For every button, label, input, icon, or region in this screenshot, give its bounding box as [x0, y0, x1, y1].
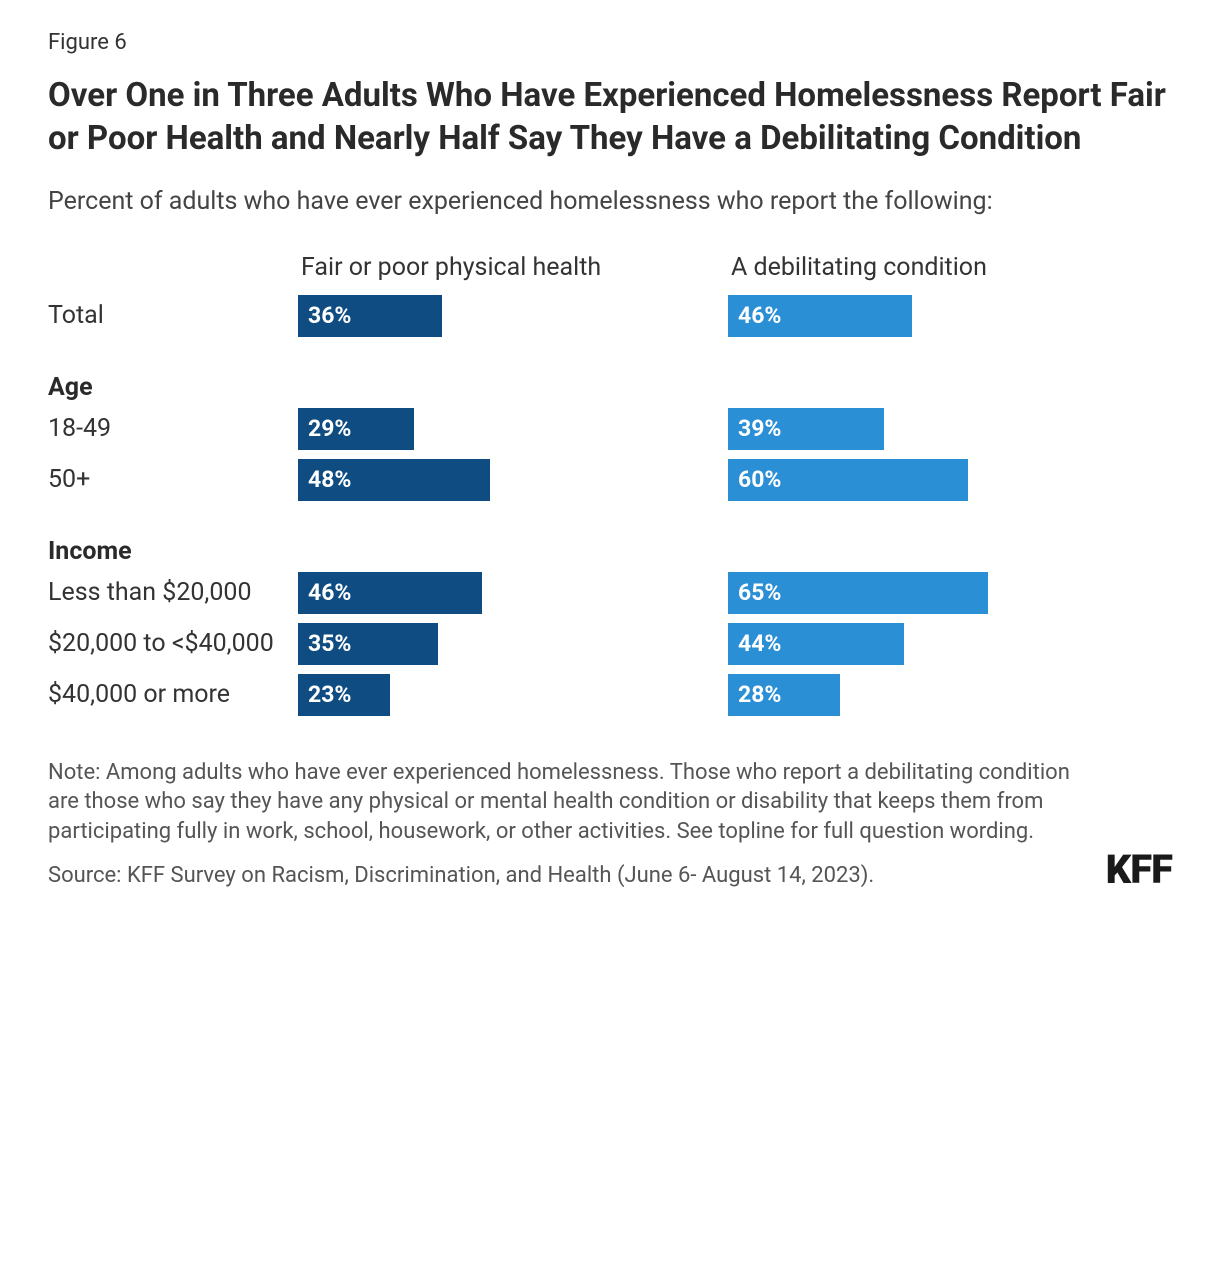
bar-cell: 48%	[298, 459, 728, 501]
source-line: Source: KFF Survey on Racism, Discrimina…	[48, 861, 1082, 891]
bar: 46%	[728, 295, 912, 337]
figure-container: Figure 6 Over One in Three Adults Who Ha…	[0, 0, 1220, 920]
row-label: 18-49	[48, 414, 298, 444]
bar: 28%	[728, 674, 840, 716]
column-header: A debilitating condition	[728, 253, 1158, 295]
bar: 65%	[728, 572, 988, 614]
bar-value-label: 44%	[738, 630, 781, 657]
figure-label: Figure 6	[48, 30, 1172, 55]
row-label: 50+	[48, 465, 298, 495]
row-label: Less than $20,000	[48, 578, 298, 608]
bar: 39%	[728, 408, 884, 450]
bar-value-label: 23%	[308, 681, 351, 708]
bar: 36%	[298, 295, 442, 337]
bar: 48%	[298, 459, 490, 501]
bar: 44%	[728, 623, 904, 665]
bar-value-label: 65%	[738, 579, 781, 606]
bar-cell: 60%	[728, 459, 1158, 501]
bar-cell: 23%	[298, 674, 728, 716]
chart-title: Over One in Three Adults Who Have Experi…	[48, 75, 1172, 161]
row-spacer	[48, 665, 1158, 674]
column-header: Fair or poor physical health	[298, 253, 728, 295]
footnote: Note: Among adults who have ever experie…	[48, 758, 1082, 847]
row-label: $20,000 to <$40,000	[48, 629, 298, 659]
bar-cell: 46%	[298, 572, 728, 614]
chart-subtitle: Percent of adults who have ever experien…	[48, 185, 1172, 219]
footer-text: Note: Among adults who have ever experie…	[48, 758, 1082, 891]
bar-cell: 39%	[728, 408, 1158, 450]
bar-value-label: 48%	[308, 466, 351, 493]
bar-value-label: 60%	[738, 466, 781, 493]
bar-value-label: 39%	[738, 415, 781, 442]
group-header: Income	[48, 501, 1158, 572]
bar-value-label: 46%	[738, 302, 781, 329]
bar: 46%	[298, 572, 482, 614]
bar-value-label: 28%	[738, 681, 781, 708]
bar: 29%	[298, 408, 414, 450]
bar: 35%	[298, 623, 438, 665]
bar-cell: 28%	[728, 674, 1158, 716]
row-spacer	[48, 450, 1158, 459]
bar-value-label: 36%	[308, 302, 351, 329]
bar-cell: 36%	[298, 295, 728, 337]
bar-value-label: 35%	[308, 630, 351, 657]
kff-logo: KFF	[1106, 850, 1172, 890]
row-label: $40,000 or more	[48, 680, 298, 710]
bar-cell: 44%	[728, 623, 1158, 665]
bar-cell: 29%	[298, 408, 728, 450]
bar-value-label: 29%	[308, 415, 351, 442]
bar: 60%	[728, 459, 968, 501]
row-label: Total	[48, 301, 298, 331]
bar-cell: 46%	[728, 295, 1158, 337]
figure-footer: Note: Among adults who have ever experie…	[48, 758, 1172, 891]
bar-value-label: 46%	[308, 579, 351, 606]
bar-cell: 35%	[298, 623, 728, 665]
bar: 23%	[298, 674, 390, 716]
chart-grid: Fair or poor physical healthA debilitati…	[48, 253, 1172, 716]
chart-area: Fair or poor physical healthA debilitati…	[48, 253, 1172, 716]
group-header: Age	[48, 337, 1158, 408]
bar-cell: 65%	[728, 572, 1158, 614]
row-spacer	[48, 614, 1158, 623]
